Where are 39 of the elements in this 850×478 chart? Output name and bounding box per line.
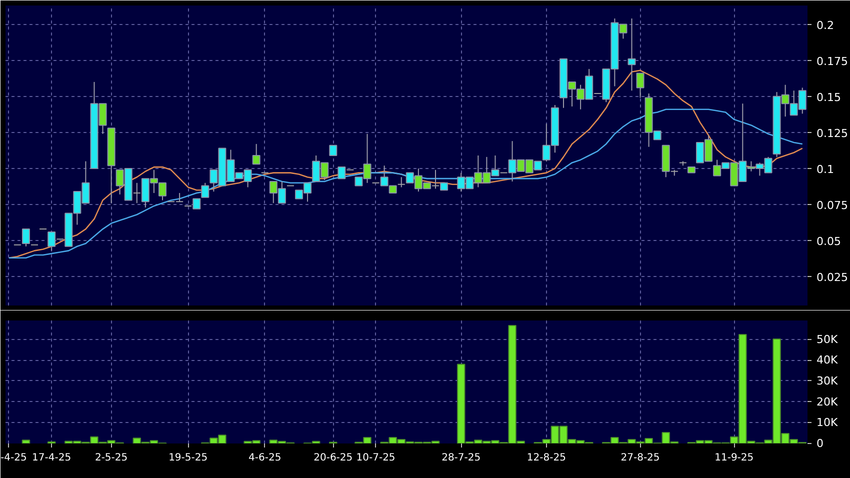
x-tick-label: -4-25 — [0, 452, 27, 464]
candlestick — [201, 182, 210, 198]
y-tick-label: 0.075 — [816, 199, 848, 212]
y-tick-label: 0.025 — [816, 271, 848, 284]
y-tick-label: 40K — [816, 354, 838, 367]
y-tick-label: 0.2 — [816, 18, 834, 32]
x-tick-label: 27-8-25 — [620, 452, 660, 464]
candlestick — [628, 18, 636, 92]
x-tick-label: 20-6-25 — [314, 452, 353, 464]
x-tick-label: 12-8-25 — [526, 452, 566, 464]
candlestick — [192, 198, 201, 210]
candlestick — [636, 72, 644, 98]
y-tick-label: 0 — [816, 437, 824, 450]
candlestick — [252, 143, 260, 165]
y-tick-label: 50K — [816, 332, 838, 346]
y-tick-label: 10K — [816, 416, 838, 430]
x-tick-label: 28-7-25 — [442, 452, 481, 464]
candlestick — [22, 228, 30, 247]
x-tick-label: 4-6-25 — [248, 452, 282, 464]
candlestick — [432, 169, 440, 190]
x-tick-label: 10-7-25 — [356, 452, 396, 464]
bar — [22, 440, 30, 444]
y-tick-label: 0.125 — [816, 126, 848, 140]
y-tick-label: 30K — [816, 374, 838, 388]
x-tick-label: 17-4-25 — [32, 452, 72, 464]
candlestick — [329, 144, 338, 156]
x-tick-label: 2-5-25 — [94, 452, 128, 464]
candlestick — [132, 182, 141, 204]
x-tick-label: 19-5-25 — [168, 452, 208, 464]
candlestick — [338, 166, 346, 180]
candlestick — [397, 176, 406, 188]
x-tick-label: 11-9-25 — [714, 452, 754, 464]
y-tick-label: 0.1 — [816, 162, 834, 176]
y-tick-label: 0.15 — [816, 90, 841, 104]
y-tick-label: 0.05 — [816, 235, 841, 248]
y-tick-label: 20K — [816, 395, 838, 408]
line-series — [8, 70, 804, 259]
y-tick-label: 0.175 — [816, 54, 848, 68]
line-series — [8, 108, 804, 259]
